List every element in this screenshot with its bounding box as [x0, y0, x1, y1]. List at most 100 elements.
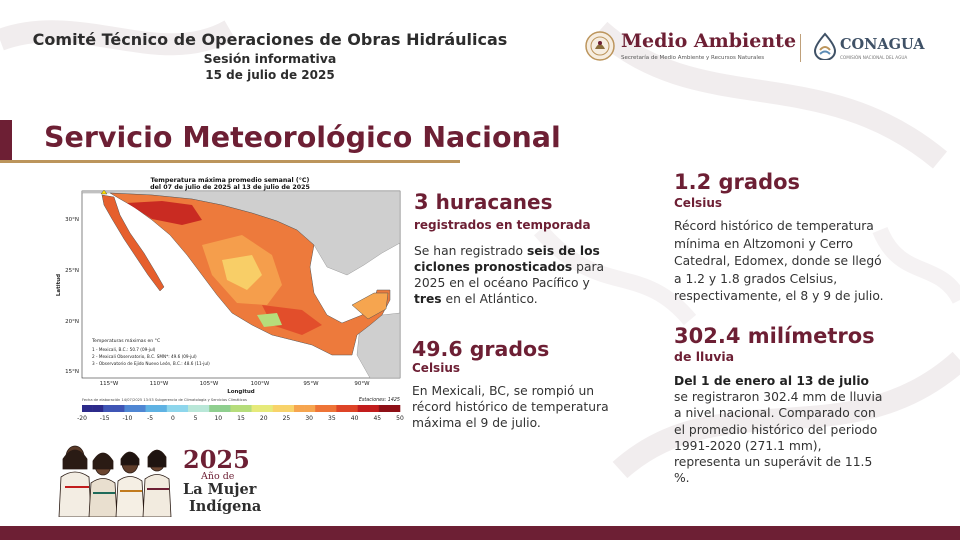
header-committee: Comité Técnico de Operaciones de Obras H… [32, 30, 508, 49]
coat-of-arms-icon [585, 31, 615, 61]
year-of-indigenous-women-logo: 2025 Año de La Mujer Indígena [55, 437, 261, 517]
map-legend-item-3: 3 - Observatorio de Ejido Nuevo León, B.… [92, 361, 210, 366]
color-scale-swatch [272, 405, 284, 412]
baja-california [101, 194, 165, 292]
lon-tick-100: 100°W [251, 381, 270, 387]
temperature-map-svg: Temperatura máxima promedio semanal (°C)… [56, 176, 404, 422]
color-scale-swatch [177, 405, 189, 412]
color-scale-swatch [294, 405, 305, 412]
color-scale-swatch [198, 405, 210, 412]
color-scale-label: 35 [328, 415, 336, 422]
map-stations: Estaciones: 1425 [359, 397, 400, 403]
color-scale-label: 30 [305, 415, 313, 422]
min-temp-heading: 1.2 grados [674, 170, 801, 194]
lat-tick-30: 30°N [65, 217, 79, 223]
rain-text-bold: Del 1 de enero al 13 de julio [674, 374, 869, 388]
hurricanes-subtitle: registrados en temporada [414, 218, 591, 232]
rain-subtitle: de lluvia [674, 349, 735, 364]
logo-ano-de: Año de [201, 471, 235, 482]
logo-indigena: Indígena [189, 498, 262, 515]
color-scale-label: -10 [123, 415, 133, 422]
max-temp-heading: 49.6 grados [412, 337, 550, 361]
yucatan [351, 292, 389, 320]
color-scale-swatch [219, 405, 231, 412]
color-scale-swatch [230, 405, 242, 412]
rain-text-rest: se registraron 302.4 mm de lluvia a nive… [674, 390, 883, 486]
hurricanes-text-a: Se han registrado [414, 244, 527, 258]
color-scale-label: -20 [77, 415, 87, 422]
color-scale-label: 50 [396, 415, 404, 422]
lon-tick-95: 95°W [303, 381, 319, 387]
rain-heading: 302.4 milímetros [674, 324, 875, 348]
color-scale-swatch [304, 405, 316, 412]
map-legend-item-2: 2 - Mexicali Observatorio, B.C. SMN*: 49… [92, 354, 197, 359]
max-temp-subtitle: Celsius [412, 361, 460, 375]
temperature-map: Temperatura máxima promedio semanal (°C)… [52, 175, 404, 425]
header-session: Sesión informativa [203, 51, 337, 66]
color-scale-swatch [241, 405, 252, 412]
color-scale-swatch [156, 405, 168, 412]
color-scale-label: -15 [100, 415, 110, 422]
color-scale-swatch [357, 405, 369, 412]
color-scale-swatch [283, 405, 295, 412]
color-scale-swatch [378, 405, 390, 412]
hurricanes-count: 3 [414, 190, 429, 214]
rain-text: Del 1 de enero al 13 de julio se registr… [674, 373, 884, 486]
accent-bar [0, 120, 12, 160]
logo-divider [800, 34, 801, 62]
max-temp-text: En Mexicali, BC, se rompió un récord his… [412, 384, 609, 430]
color-scale-swatch [325, 405, 337, 412]
color-scale-label: 5 [194, 415, 198, 422]
hurricanes-text-d: tres [414, 292, 442, 306]
hurricanes-text-b: seis de los ciclones pronosticados [414, 244, 600, 274]
title-underline [0, 160, 460, 163]
header: Comité Técnico de Operaciones de Obras H… [30, 30, 510, 83]
color-scale-swatch [113, 405, 125, 412]
color-scale-swatch [82, 405, 93, 412]
lon-tick-115: 115°W [100, 381, 119, 387]
hot-zone-south [262, 305, 322, 335]
lat-tick-25: 25°N [65, 268, 79, 274]
color-scale-swatch [188, 405, 199, 412]
cool-zone [257, 313, 282, 327]
hot-zone-sonora [127, 201, 202, 225]
color-scale-swatch [251, 405, 263, 412]
map-ylabel: Latitud [56, 274, 62, 296]
page-title: Servicio Meteorológico Nacional [44, 121, 561, 154]
map-footer-note: Fecha de elaboración 14/07/2025 13:53 Su… [82, 398, 247, 402]
color-scale-swatch [92, 405, 104, 412]
lon-tick-90: 90°W [354, 381, 370, 387]
logo-year: 2025 [183, 445, 250, 474]
color-scale-label: 25 [283, 415, 291, 422]
color-scale-label: 40 [351, 415, 359, 422]
color-scale [82, 405, 401, 412]
min-temp-text: Récord histórico de temperatura mínima e… [674, 219, 884, 303]
header-date: 15 de julio de 2025 [205, 68, 335, 82]
hurricanes-text-e: en el Atlántico. [441, 292, 538, 306]
color-scale-swatch [103, 405, 115, 412]
hurricanes-text: Se han registrado seis de los ciclones p… [414, 243, 614, 307]
color-scale-swatch [124, 405, 136, 412]
hurricanes-word: huracanes [435, 190, 553, 214]
hurricanes-heading: 3 huracanes [414, 190, 553, 214]
color-scale-label: 15 [237, 415, 245, 422]
color-scale-labels: -20 -15 -10 -5 0 5 10 15 20 25 30 35 40 45 50 [77, 415, 404, 422]
color-scale-label: -5 [147, 415, 153, 422]
highlands-mild [222, 255, 262, 290]
color-scale-swatch [166, 405, 178, 412]
lat-tick-20: 20°N [65, 319, 79, 325]
color-scale-swatch [209, 405, 221, 412]
color-scale-swatch [135, 405, 146, 412]
map-title-1: Temperatura máxima promedio semanal (°C) [151, 176, 310, 184]
logo-la-mujer: La Mujer [183, 481, 257, 498]
color-scale-swatch [315, 405, 327, 412]
conagua-name: CONAGUA [840, 36, 925, 53]
lon-tick-105: 105°W [200, 381, 219, 387]
color-scale-swatch [389, 405, 401, 412]
lat-tick-15: 15°N [65, 369, 79, 375]
color-scale-label: 45 [373, 415, 381, 422]
hurricanes-text-c: para 2025 en el océano Pacífico y [414, 260, 605, 290]
water-drop-icon [813, 32, 837, 60]
color-scale-swatch [336, 405, 348, 412]
